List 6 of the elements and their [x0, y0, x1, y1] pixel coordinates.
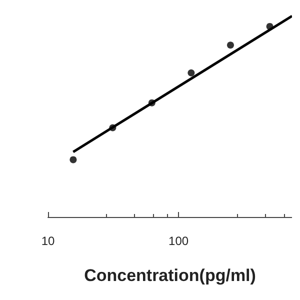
- x-tick-label: 100: [168, 234, 189, 248]
- point: [226, 42, 234, 49]
- point: [70, 156, 77, 164]
- x-axis-title: Concentration(pg/ml): [84, 266, 256, 285]
- x-tick-label: 10: [41, 234, 55, 248]
- point: [188, 69, 195, 76]
